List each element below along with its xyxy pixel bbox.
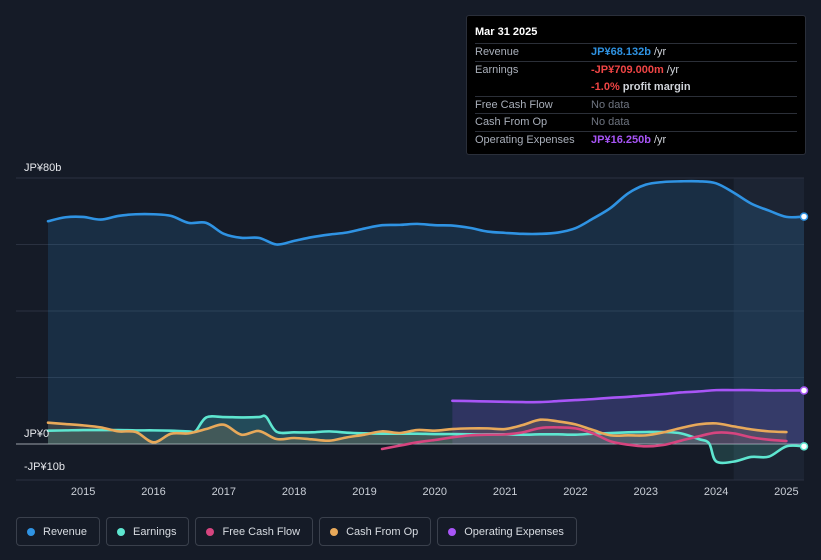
legend-item-operating-expenses[interactable]: Operating Expenses — [437, 517, 577, 546]
tooltip-label: Revenue — [475, 46, 520, 59]
tooltip-unit: profit margin — [622, 80, 691, 93]
legend-label: Earnings — [133, 525, 177, 538]
x-tick-label: 2015 — [71, 486, 95, 498]
earnings-end-marker — [799, 442, 809, 451]
x-tick-label: 2024 — [704, 486, 728, 498]
legend-dot-icon — [117, 527, 126, 536]
gridlines — [16, 177, 804, 481]
tooltip-label: Free Cash Flow — [475, 98, 553, 111]
legend-label: Cash From Op — [346, 525, 419, 538]
x-tick-label: 2020 — [423, 486, 447, 498]
cash-from-op-line — [46, 418, 788, 444]
revenue-area — [48, 181, 804, 444]
legend-dot-icon — [330, 527, 339, 536]
series-lines — [46, 179, 806, 465]
legend-dot-icon — [206, 527, 215, 536]
tooltip-row-operating-expenses: Operating Expenses JP¥16.250b /yr — [475, 130, 797, 149]
tooltip-row-earnings: Earnings -JP¥709.000m /yr — [475, 60, 797, 79]
operating-expenses-area — [452, 390, 804, 444]
legend-label: Free Cash Flow — [222, 525, 301, 538]
tooltip-date: Mar 31 2025 — [475, 26, 538, 38]
tooltip-value: JP¥68.132b — [591, 46, 651, 59]
revenue-line — [46, 179, 806, 246]
tooltip-unit: /yr — [653, 133, 667, 146]
legend-item-free-cash-flow[interactable]: Free Cash Flow — [195, 517, 314, 546]
legend-dot-icon — [448, 527, 457, 536]
legend-dot-icon — [27, 527, 35, 536]
legend: Revenue Earnings Free Cash Flow Cash Fro… — [16, 517, 577, 546]
legend-label: Revenue — [43, 525, 88, 538]
y-tick-label: JP¥80b — [24, 162, 61, 174]
tooltip-unit: /yr — [653, 46, 667, 59]
legend-label: Operating Expenses — [464, 525, 564, 538]
x-tick-label: 2021 — [493, 486, 517, 498]
tooltip-label: Operating Expenses — [475, 133, 575, 146]
legend-item-cash-from-op[interactable]: Cash From Op — [319, 517, 432, 546]
operating-expenses-end-marker — [799, 386, 809, 395]
y-axis-labels: JP¥80b JP¥0 -JP¥10b — [24, 162, 65, 473]
y-tick-label: JP¥0 — [24, 428, 49, 440]
y-tick-label: -JP¥10b — [24, 461, 65, 473]
tooltip-unit: /yr — [666, 63, 680, 76]
operating-expenses-line — [451, 388, 806, 404]
tooltip-label: Earnings — [475, 63, 519, 76]
tooltip-row-cash-from-op: Cash From Op No data — [475, 113, 797, 131]
tooltip-row-profit-margin: -1.0% profit margin — [475, 78, 797, 96]
tooltip-row-free-cash-flow: Free Cash Flow No data — [475, 95, 797, 114]
tooltip-value: No data — [591, 116, 630, 129]
legend-item-revenue[interactable]: Revenue — [16, 517, 101, 546]
series-end-markers — [799, 212, 809, 451]
legend-item-earnings[interactable]: Earnings — [106, 517, 190, 546]
x-tick-label: 2018 — [282, 486, 306, 498]
revenue-end-marker — [799, 212, 809, 221]
tooltip-value: -JP¥709.000m — [591, 63, 664, 76]
tooltip-value: JP¥16.250b — [591, 133, 651, 146]
x-tick-label: 2023 — [634, 486, 658, 498]
tooltip-panel: Mar 31 2025 Revenue JP¥68.132b /yr Earni… — [466, 15, 806, 155]
x-tick-label: 2017 — [212, 486, 236, 498]
x-tick-label: 2019 — [352, 486, 376, 498]
tooltip-value: No data — [591, 98, 630, 111]
x-tick-label: 2022 — [563, 486, 587, 498]
x-axis-labels: 2015 2016 2017 2018 2019 2020 2021 2022 2023 2024… — [71, 486, 799, 498]
tooltip-label: Cash From Op — [475, 116, 548, 129]
earnings-area — [48, 415, 804, 463]
earnings-line — [46, 414, 806, 465]
x-tick-label: 2025 — [774, 486, 798, 498]
tooltip-value: -1.0% — [591, 80, 620, 93]
free-cash-flow-line — [380, 426, 788, 451]
tooltip-row-revenue: Revenue JP¥68.132b /yr — [475, 43, 797, 61]
x-tick-label: 2016 — [141, 486, 165, 498]
